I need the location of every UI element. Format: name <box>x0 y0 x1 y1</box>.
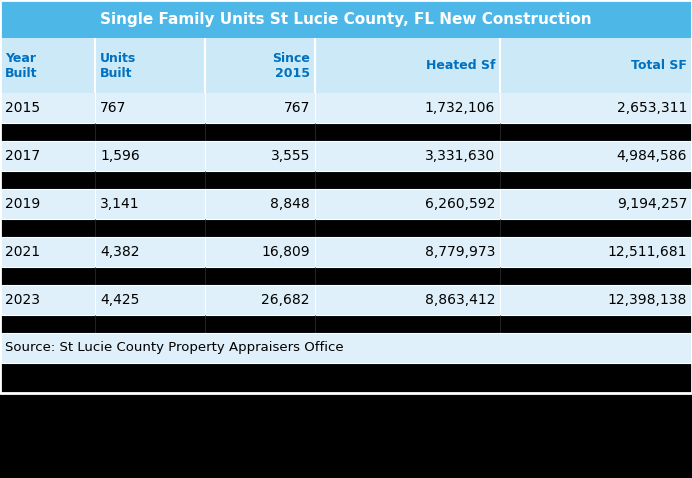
Text: 2,653,311: 2,653,311 <box>617 101 687 115</box>
Bar <box>0 93 692 123</box>
Bar <box>0 171 692 189</box>
Text: Single Family Units St Lucie County, FL New Construction: Single Family Units St Lucie County, FL … <box>100 11 592 26</box>
Text: Source: St Lucie County Property Appraisers Office: Source: St Lucie County Property Apprais… <box>5 341 344 355</box>
Text: 26,682: 26,682 <box>262 293 310 307</box>
Bar <box>0 141 692 171</box>
Text: 2021: 2021 <box>5 245 40 259</box>
Bar <box>0 315 692 333</box>
Text: 8,848: 8,848 <box>271 197 310 211</box>
Text: Year
Built: Year Built <box>5 52 37 79</box>
Text: 1,732,106: 1,732,106 <box>425 101 495 115</box>
Text: 1,596: 1,596 <box>100 149 140 163</box>
Bar <box>0 333 692 363</box>
Text: 4,382: 4,382 <box>100 245 140 259</box>
Text: 767: 767 <box>100 101 127 115</box>
Text: 16,809: 16,809 <box>262 245 310 259</box>
Text: 12,398,138: 12,398,138 <box>608 293 687 307</box>
Bar <box>0 285 692 315</box>
Text: 6,260,592: 6,260,592 <box>425 197 495 211</box>
Text: 2023: 2023 <box>5 293 40 307</box>
Text: 12,511,681: 12,511,681 <box>608 245 687 259</box>
Text: Heated Sf: Heated Sf <box>426 59 495 72</box>
Bar <box>0 123 692 141</box>
Text: 8,779,973: 8,779,973 <box>425 245 495 259</box>
Text: 2019: 2019 <box>5 197 40 211</box>
Bar <box>0 219 692 237</box>
Text: 2015: 2015 <box>5 101 40 115</box>
Text: 9,194,257: 9,194,257 <box>617 197 687 211</box>
Text: 2017: 2017 <box>5 149 40 163</box>
Bar <box>0 189 692 219</box>
Text: 4,425: 4,425 <box>100 293 139 307</box>
Text: 8,863,412: 8,863,412 <box>424 293 495 307</box>
Text: Total SF: Total SF <box>631 59 687 72</box>
Text: 3,141: 3,141 <box>100 197 140 211</box>
Bar <box>0 0 692 38</box>
Text: 3,331,630: 3,331,630 <box>425 149 495 163</box>
Text: 3,555: 3,555 <box>271 149 310 163</box>
Text: 4,984,586: 4,984,586 <box>617 149 687 163</box>
Text: Since
2015: Since 2015 <box>272 52 310 79</box>
Bar <box>0 237 692 267</box>
Bar <box>0 38 692 93</box>
Text: Units
Built: Units Built <box>100 52 136 79</box>
Text: 767: 767 <box>284 101 310 115</box>
Bar <box>0 267 692 285</box>
Bar <box>0 363 692 393</box>
